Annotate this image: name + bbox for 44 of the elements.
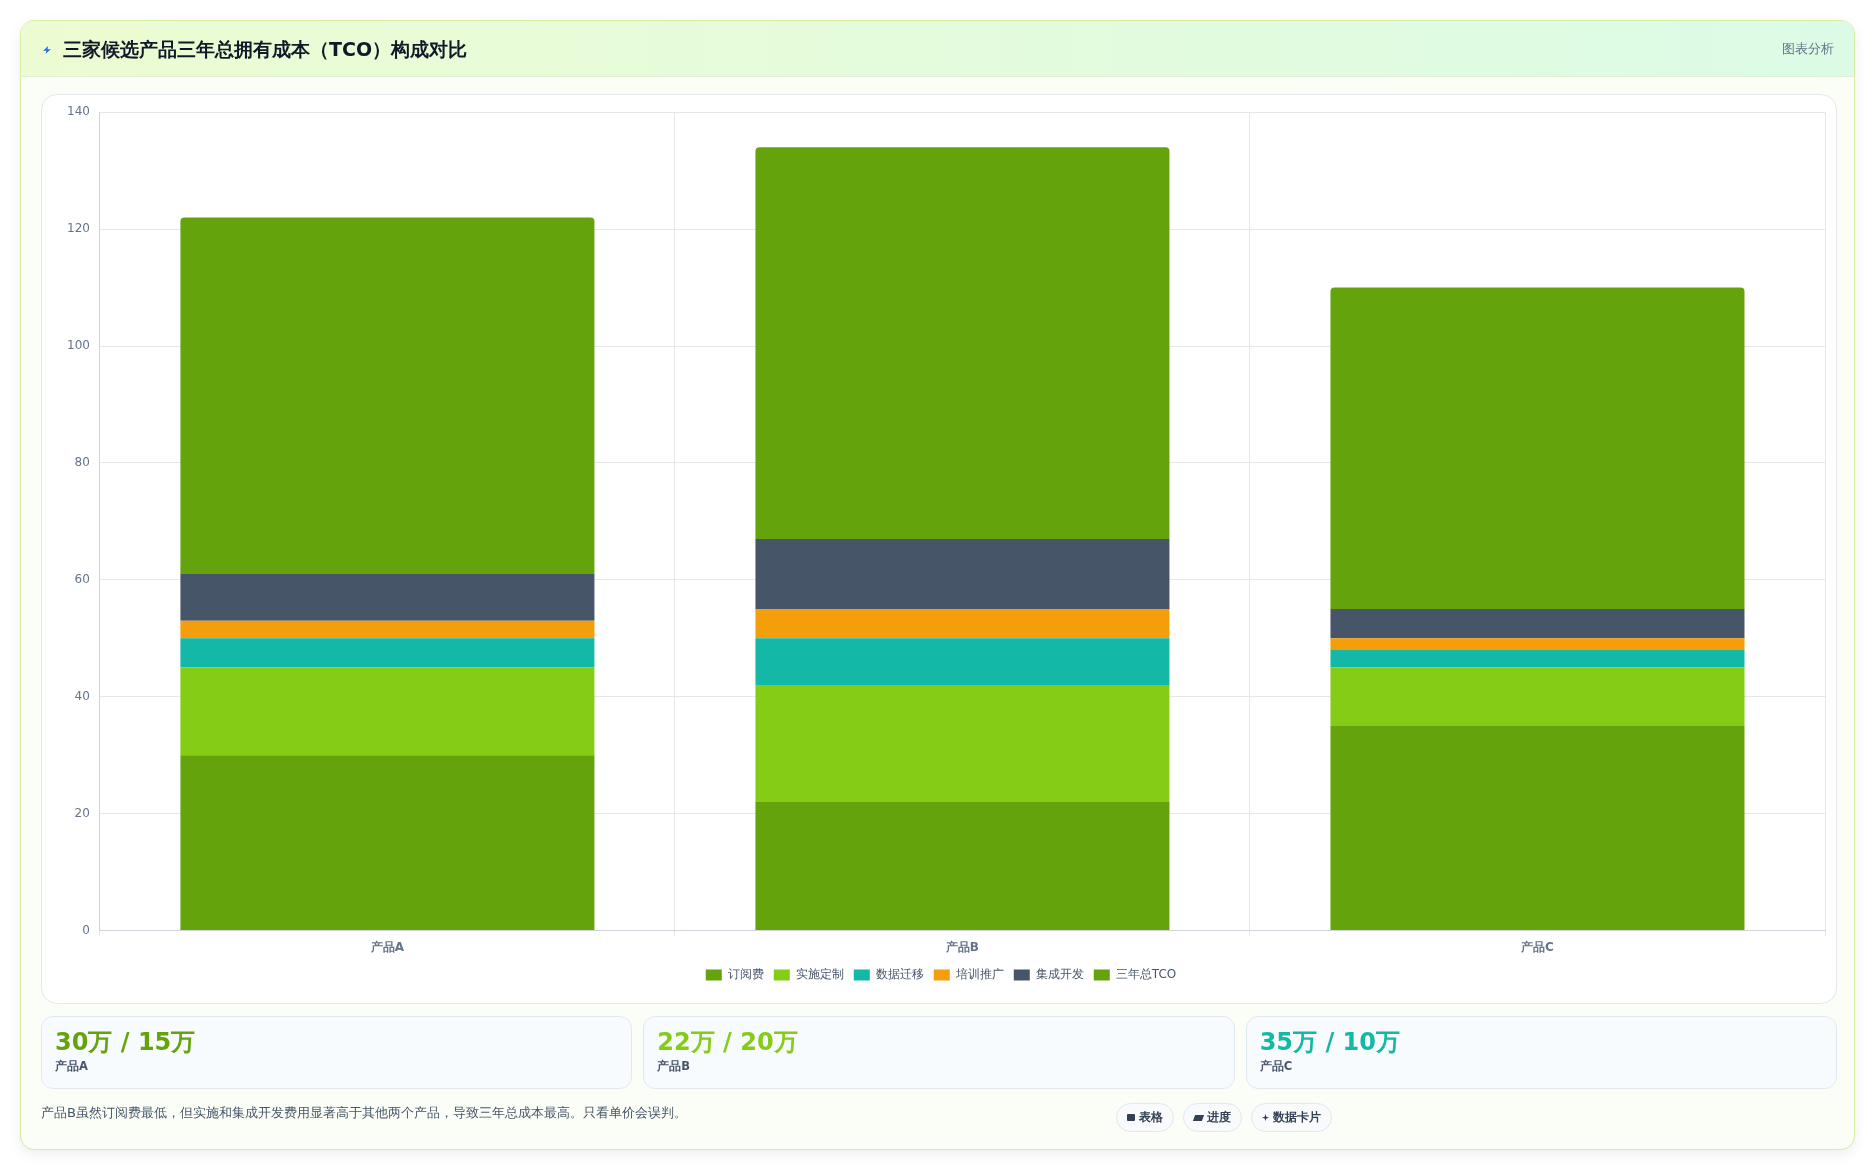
bar [755, 638, 1170, 686]
text: 图表分析 [1782, 40, 1834, 58]
bar [1330, 726, 1745, 931]
bar [1330, 287, 1745, 610]
stat-card: 22万 / 20万 产品B [643, 1016, 1235, 1089]
view-button: 进度 [1183, 1103, 1242, 1132]
legend-label: 实施定制 [795, 967, 844, 982]
stat-card: 35万 / 10万 产品C [1245, 1016, 1837, 1089]
bar [180, 638, 595, 668]
bar [180, 620, 595, 639]
x-tick-label: 产品C [1520, 939, 1555, 954]
y-tick-label: 60 [74, 571, 90, 586]
chart-title: 三家候选产品三年总拥有成本（TCO）构成对比 [63, 37, 468, 61]
x-tick-label: 产品B [944, 939, 980, 954]
y-tick-label: 100 [67, 338, 90, 353]
view-button: 表格 [1116, 1103, 1174, 1132]
bar [755, 609, 1170, 639]
bar [1330, 638, 1745, 651]
x-tick-label: 产品A [369, 939, 405, 954]
bar [180, 667, 595, 756]
bar [1330, 667, 1745, 726]
bar [755, 801, 1170, 931]
legend-label: 三年总TCO [1115, 967, 1177, 982]
y-tick-label: 140 [67, 104, 90, 119]
bar [755, 685, 1170, 802]
legend-label: 集成开发 [1035, 967, 1084, 982]
bar [180, 574, 595, 621]
legend-label: 培训推广 [954, 967, 1004, 982]
bar [180, 755, 595, 931]
y-tick-label: 0 [82, 922, 90, 937]
bar [755, 147, 1170, 539]
view-button: 数据卡片 [1251, 1103, 1332, 1132]
bar [180, 217, 595, 575]
text: 产品B虽然订阅费最低，但实施和集成开发费用显著高于其他两个产品，导致三年总成本最高。只看单价会误判。 [41, 1104, 687, 1122]
y-tick-label: 80 [74, 455, 90, 470]
y-tick-label: 40 [74, 688, 90, 703]
bar [755, 538, 1170, 610]
bar [1330, 609, 1745, 639]
y-tick-label: 20 [74, 805, 90, 820]
legend-label: 数据迁移 [875, 967, 924, 982]
legend-label: 订阅费 [727, 967, 764, 982]
y-tick-label: 120 [67, 221, 90, 236]
stat-card: 30万 / 15万 产品A [41, 1016, 633, 1089]
bar [1330, 650, 1745, 668]
